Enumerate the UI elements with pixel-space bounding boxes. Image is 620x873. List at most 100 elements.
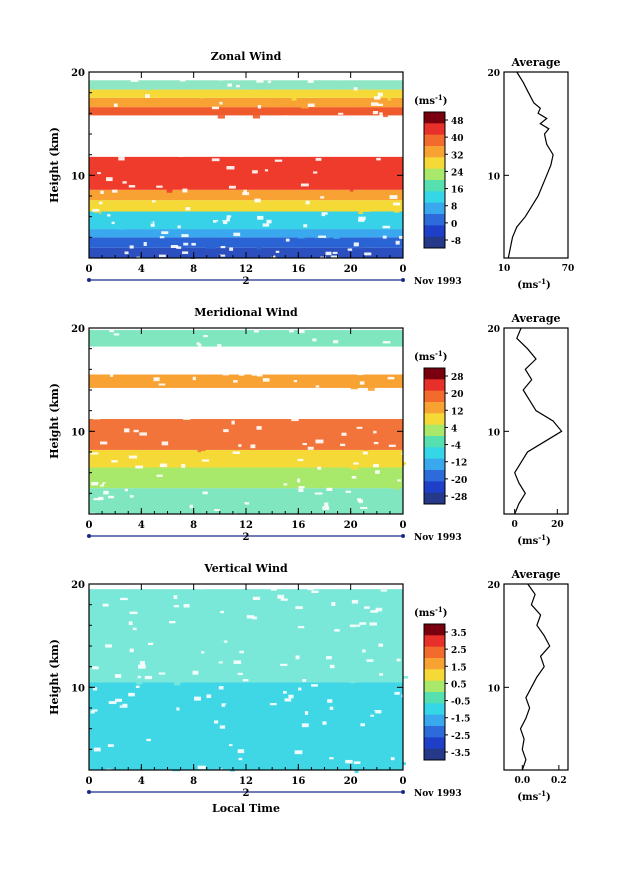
colorbar-swatch: [424, 379, 445, 392]
data-cell: [222, 220, 228, 225]
data-cell: [350, 467, 359, 470]
profile-y-label: 10: [487, 428, 500, 438]
data-cell: [353, 641, 361, 646]
data-cell: [378, 708, 385, 712]
data-cell: [233, 380, 238, 383]
data-cell: [359, 240, 364, 243]
data-cell: [266, 439, 272, 444]
data-cell: [153, 377, 160, 382]
x-tick-label: 20: [344, 264, 358, 275]
data-cell: [374, 340, 378, 344]
data-cell: [355, 244, 361, 249]
data-cell: [297, 752, 301, 756]
data-cell: [339, 690, 345, 695]
colorbar-swatch: [424, 692, 445, 704]
profile-line: [514, 327, 563, 515]
data-cell: [353, 330, 359, 335]
data-cell: [380, 678, 389, 682]
data-cell: [157, 509, 162, 513]
data-cell: [274, 685, 280, 689]
data-band: [89, 237, 403, 248]
data-cell: [121, 205, 127, 209]
colorbar-swatch: [424, 635, 445, 648]
data-cell: [295, 606, 303, 610]
data-cell: [343, 767, 348, 770]
data-cell: [148, 221, 153, 225]
data-cell: [202, 491, 208, 495]
data-cell: [340, 619, 348, 623]
colorbar-swatch: [424, 436, 445, 448]
data-cell: [283, 483, 288, 486]
data-cell: [326, 379, 334, 382]
data-cell: [327, 212, 335, 216]
colorbar-swatch: [424, 624, 445, 636]
data-cell: [278, 356, 283, 360]
data-cell: [128, 621, 133, 626]
data-cell: [283, 690, 287, 694]
data-cell: [112, 189, 118, 193]
data-cell: [247, 493, 253, 497]
data-cell: [132, 217, 139, 220]
data-cell: [157, 130, 165, 133]
colorbar-swatch: [424, 703, 445, 716]
colorbar-frame: [423, 367, 446, 505]
data-band: [89, 156, 403, 190]
data-cell: [146, 738, 151, 742]
data-cell: [353, 462, 359, 465]
data-cell: [90, 433, 96, 437]
data-cell: [349, 624, 356, 628]
data-cell: [359, 506, 368, 509]
x-tick-label: 12: [239, 264, 253, 275]
x-tick-label: 0: [86, 264, 93, 275]
data-cell: [144, 76, 151, 80]
data-cell: [297, 478, 301, 483]
colorbar-label: -2.5: [451, 732, 470, 742]
colorbar-swatch: [424, 168, 445, 181]
data-cell: [213, 219, 219, 223]
data-cell: [383, 114, 388, 118]
data-cell: [205, 245, 212, 250]
data-cell: [262, 378, 270, 382]
data-cell: [110, 633, 115, 637]
data-cell: [203, 384, 210, 388]
data-cell: [320, 196, 325, 199]
data-cell: [173, 605, 179, 608]
data-cell: [163, 745, 171, 749]
x-tick-label: 20: [344, 520, 358, 531]
x-tick-label: 16: [291, 776, 305, 787]
data-cell: [115, 355, 123, 360]
data-cell: [126, 392, 132, 396]
data-cell: [380, 229, 386, 233]
data-cell: [376, 157, 381, 161]
data-cell: [211, 245, 217, 249]
data-cell: [365, 204, 372, 207]
data-cell: [107, 214, 111, 217]
data-cell: [128, 139, 133, 142]
data-cell: [92, 208, 100, 212]
data-cell: [180, 478, 188, 483]
data-cell: [214, 508, 220, 512]
data-cell: [287, 190, 295, 194]
data-cell: [302, 643, 311, 647]
data-cell: [100, 151, 104, 155]
data-cell: [323, 401, 330, 405]
data-cell: [155, 172, 163, 176]
data-cell: [316, 223, 323, 226]
data-cell: [217, 647, 221, 652]
data-cell: [114, 362, 120, 367]
data-cell: [297, 235, 305, 239]
data-cell: [256, 79, 264, 83]
data-cell: [373, 441, 379, 445]
data-cell: [301, 104, 309, 109]
data-cell: [176, 702, 182, 706]
data-cell: [182, 402, 190, 405]
data-cell: [236, 484, 244, 487]
data-cell: [242, 615, 248, 618]
data-cell: [378, 600, 385, 603]
panel-3: Vertical Wind 0 4 8 12 16 20 0 20 10 Height (km) 2 N…: [48, 562, 569, 815]
data-band: [89, 200, 403, 212]
data-cell: [145, 94, 150, 98]
data-cell: [244, 365, 251, 369]
data-band: [89, 449, 403, 468]
